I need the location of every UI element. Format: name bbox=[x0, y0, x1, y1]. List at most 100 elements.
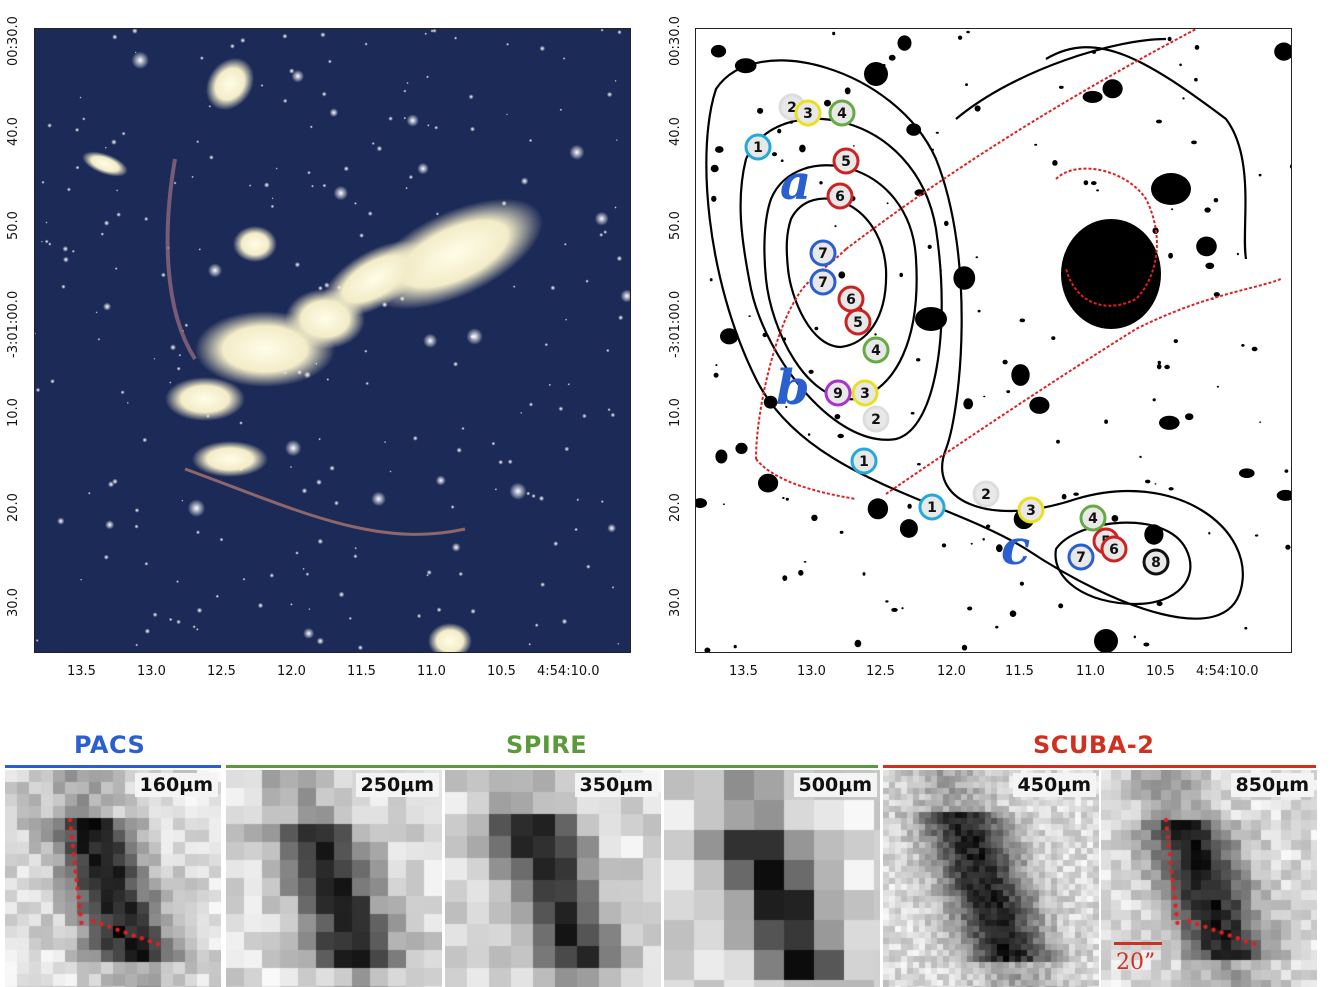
x-tick-label: 4:54:10.0 bbox=[537, 664, 600, 679]
svg-text:7: 7 bbox=[818, 275, 828, 291]
star-point bbox=[607, 523, 617, 533]
y-tick-label: 50.0 bbox=[668, 211, 683, 240]
galaxy-blob bbox=[710, 164, 719, 173]
galaxy-blob bbox=[1241, 344, 1245, 347]
star-point bbox=[95, 311, 98, 314]
galaxy-blob bbox=[715, 449, 728, 464]
star-point bbox=[506, 42, 510, 46]
star-point bbox=[564, 446, 570, 452]
galaxy-blob bbox=[780, 159, 784, 162]
galaxy-blob bbox=[888, 54, 896, 61]
image-marker-7: 7 bbox=[809, 239, 837, 267]
svg-text:8: 8 bbox=[1151, 555, 1161, 571]
wavelength-label: 850μm bbox=[1230, 773, 1314, 797]
galaxy-blob bbox=[1061, 493, 1067, 500]
star-point bbox=[526, 491, 531, 496]
star-point bbox=[611, 586, 615, 589]
svg-text:2: 2 bbox=[787, 100, 797, 116]
star-point bbox=[468, 94, 474, 100]
galaxy-blob bbox=[977, 309, 981, 313]
star-point bbox=[329, 465, 335, 472]
image-marker-2: 2 bbox=[972, 480, 1000, 508]
star-point bbox=[74, 127, 80, 133]
star-point bbox=[208, 104, 212, 108]
galaxy-blob bbox=[854, 639, 862, 648]
star-point bbox=[295, 551, 299, 555]
image-marker-2: 2 bbox=[862, 405, 890, 433]
star-point bbox=[606, 348, 610, 353]
thumbnail-image bbox=[664, 770, 880, 987]
star-point bbox=[35, 332, 37, 335]
galaxy-blob bbox=[958, 35, 963, 40]
galaxy-blob bbox=[1251, 346, 1258, 352]
svg-text:2: 2 bbox=[981, 487, 991, 503]
star-point bbox=[134, 51, 137, 54]
star-point bbox=[561, 618, 568, 625]
star-point bbox=[376, 145, 383, 152]
star-point bbox=[574, 527, 578, 532]
star-point bbox=[144, 216, 149, 222]
galaxy-blob bbox=[735, 442, 748, 454]
star-point bbox=[120, 390, 125, 395]
star-point bbox=[426, 75, 429, 79]
star-point bbox=[412, 435, 418, 441]
star-point bbox=[178, 353, 182, 357]
star-point bbox=[540, 582, 546, 588]
star-point bbox=[614, 79, 617, 82]
star-point bbox=[135, 643, 139, 647]
galaxy-blob bbox=[1276, 489, 1291, 501]
wavelength-label: 500μm bbox=[793, 773, 877, 797]
galaxy-blob bbox=[772, 152, 777, 157]
star-point bbox=[383, 440, 387, 444]
star-point bbox=[453, 36, 458, 40]
star-point bbox=[282, 33, 288, 39]
galaxy-blob bbox=[782, 575, 788, 581]
star-point bbox=[144, 628, 151, 634]
x-tick-label: 12.0 bbox=[937, 664, 966, 679]
star-point bbox=[354, 546, 358, 550]
star-point bbox=[114, 267, 118, 271]
star-point bbox=[538, 495, 545, 502]
galaxy-blob bbox=[1002, 359, 1008, 365]
image-marker-3: 3 bbox=[1017, 496, 1045, 524]
svg-text:9: 9 bbox=[833, 386, 843, 402]
thumbnail-image bbox=[226, 770, 442, 987]
svg-text:6: 6 bbox=[846, 292, 856, 308]
star-point bbox=[45, 221, 48, 224]
star-point bbox=[616, 255, 623, 262]
star-point bbox=[207, 263, 223, 278]
star-point bbox=[196, 140, 200, 144]
star-point bbox=[367, 211, 373, 217]
svg-text:3: 3 bbox=[803, 106, 813, 122]
wavelength-label: 450μm bbox=[1012, 773, 1096, 797]
star-point bbox=[466, 328, 483, 345]
star-point bbox=[606, 91, 613, 98]
star-point bbox=[610, 412, 616, 418]
star-point bbox=[423, 333, 438, 348]
galaxy-blob bbox=[1157, 360, 1161, 365]
galaxy-blob bbox=[953, 266, 976, 290]
star-point bbox=[160, 272, 166, 278]
star-point bbox=[461, 426, 465, 431]
star-point bbox=[528, 642, 532, 646]
galaxy-blob bbox=[832, 31, 836, 36]
star-point bbox=[105, 520, 115, 530]
color-image-panel bbox=[34, 28, 631, 653]
star-point bbox=[354, 201, 357, 205]
galaxy-blob bbox=[1144, 524, 1164, 545]
y-tick-label: 00:30.0 bbox=[6, 16, 21, 66]
star-point bbox=[195, 628, 199, 631]
galaxy-blob bbox=[1159, 415, 1180, 430]
star-point bbox=[567, 383, 571, 386]
star-point bbox=[291, 69, 305, 83]
star-point bbox=[219, 537, 224, 542]
galaxy-blob bbox=[1185, 413, 1194, 421]
galaxy-blob bbox=[899, 272, 903, 278]
star-point bbox=[270, 204, 275, 209]
star-point bbox=[184, 323, 189, 328]
star-point bbox=[62, 256, 69, 263]
star-point bbox=[44, 239, 49, 244]
star-point bbox=[79, 96, 82, 99]
star-point bbox=[248, 184, 252, 187]
annotated-image-panel: 23415677654932112345678 a b c bbox=[695, 28, 1292, 653]
